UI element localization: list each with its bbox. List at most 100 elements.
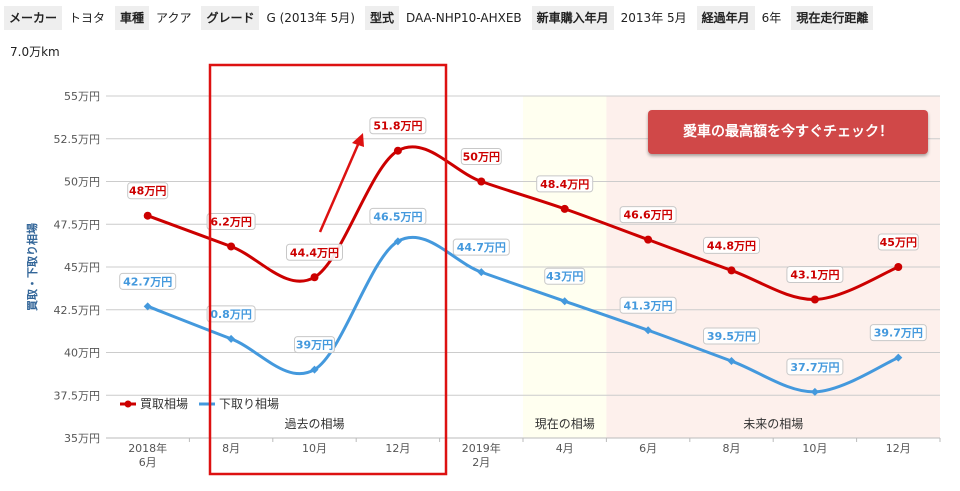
buy-price-label-box bbox=[286, 243, 343, 261]
y-tick-label: 47.5万円 bbox=[54, 218, 101, 231]
buy-price-label-box bbox=[786, 265, 844, 283]
purchase-value: 2013年 5月 bbox=[620, 11, 687, 25]
trade-in-price-label-box bbox=[869, 324, 927, 342]
maker-label: メーカー bbox=[4, 6, 63, 30]
trade-in-price-data-label: 46.5万円 bbox=[373, 210, 422, 223]
y-tick-label: 42.5万円 bbox=[54, 304, 101, 317]
past-highlight-box bbox=[208, 63, 448, 476]
buy-price-data-label: 43.1万円 bbox=[790, 268, 839, 281]
buy-price-point bbox=[143, 211, 152, 220]
buy-price-point bbox=[810, 295, 819, 304]
trade-in-price-label-box bbox=[619, 296, 677, 314]
trade-in-price-data-label: 39.7万円 bbox=[874, 327, 923, 340]
band-label-future: 未来の相場 bbox=[743, 417, 803, 431]
y-tick-label: 52.5万円 bbox=[54, 133, 101, 146]
trade-in-price-label-box bbox=[786, 358, 844, 376]
legend-buy-marker bbox=[124, 400, 132, 408]
buy-price-label-box bbox=[127, 182, 169, 200]
buy-price-line bbox=[147, 145, 899, 301]
x-tick-label: 12月 bbox=[385, 442, 410, 455]
trade-in-price-label-box bbox=[294, 336, 335, 354]
type-value: DAA-NHP10-AHXEB bbox=[405, 11, 522, 25]
y-tick-label: 55万円 bbox=[64, 90, 100, 103]
buy-price-data-label: 45万円 bbox=[880, 236, 917, 249]
buy-price-data-label: 44.8万円 bbox=[707, 239, 756, 252]
x-tick-label: 8月 bbox=[723, 442, 741, 455]
trade-in-price-data-label: 43万円 bbox=[546, 270, 583, 283]
trade-in-price-data-label: 39万円 bbox=[296, 339, 333, 352]
trade-in-price-point bbox=[310, 365, 319, 374]
trade-in-price-label-box bbox=[369, 207, 427, 225]
check-price-button[interactable]: 愛車の最高額を今すぐチェック！ bbox=[648, 110, 928, 154]
trade-in-price-point bbox=[143, 302, 152, 311]
buy-price-point bbox=[560, 204, 569, 213]
buy-price-label-box bbox=[619, 206, 677, 224]
purchase-label: 新車購入年月 bbox=[531, 6, 614, 30]
grade-value: G (2013年 5月) bbox=[266, 11, 355, 25]
trade-in-price-point bbox=[227, 334, 236, 343]
x-tick-label: 2月 bbox=[472, 456, 490, 469]
y-tick-label: 45万円 bbox=[64, 261, 100, 274]
buy-price-point bbox=[727, 266, 736, 275]
trade-in-price-point bbox=[477, 268, 486, 277]
buy-price-label-box bbox=[877, 233, 919, 251]
band-label-past: 過去の相場 bbox=[284, 417, 344, 431]
legend-trade-label: 下取り相場 bbox=[219, 397, 279, 411]
type-label: 型式 bbox=[364, 6, 399, 30]
mileage-label: 現在走行距離 bbox=[791, 6, 874, 30]
trade-in-price-point bbox=[644, 326, 653, 335]
trade-in-price-line bbox=[147, 235, 899, 394]
buy-price-point bbox=[894, 263, 903, 271]
trend-arrow-head bbox=[352, 133, 364, 147]
mileage-row: 7.0万km bbox=[0, 38, 960, 66]
age-label: 経過年月 bbox=[696, 6, 755, 30]
trend-arrow-shaft bbox=[318, 139, 362, 233]
buy-price-data-label: 48万円 bbox=[129, 185, 166, 198]
x-tick-label: 10月 bbox=[802, 442, 827, 455]
legend-buy-label: 買取相場 bbox=[140, 397, 188, 411]
y-tick-label: 40万円 bbox=[64, 347, 100, 360]
age-value: 6年 bbox=[761, 11, 782, 25]
buy-price-label-box bbox=[536, 175, 594, 193]
buy-price-data-label: 44.4万円 bbox=[290, 246, 339, 259]
x-tick-label: 6月 bbox=[139, 456, 157, 469]
grade-label: グレード bbox=[201, 6, 260, 30]
buy-price-point bbox=[477, 177, 486, 186]
trade-in-price-label-box bbox=[452, 238, 510, 256]
trade-in-price-point bbox=[810, 387, 819, 396]
maker-value: トヨタ bbox=[69, 11, 106, 25]
buy-price-label-box bbox=[703, 236, 760, 254]
y-tick-label: 50万円 bbox=[64, 176, 100, 189]
x-tick-label: 2019年 bbox=[462, 441, 501, 455]
buy-price-label-box bbox=[206, 212, 256, 230]
buy-price-data-label: 48.4万円 bbox=[540, 178, 589, 191]
model-value: アクア bbox=[156, 11, 192, 25]
trade-in-price-data-label: 39.5万円 bbox=[707, 330, 756, 343]
trade-in-price-label-box bbox=[703, 327, 760, 345]
x-tick-label: 8月 bbox=[222, 442, 240, 455]
trade-in-price-label-box bbox=[119, 272, 177, 290]
model-label: 車種 bbox=[115, 6, 150, 30]
buy-price-point bbox=[310, 273, 319, 282]
trade-in-price-data-label: 37.7万円 bbox=[790, 361, 839, 374]
buy-price-data-label: 46.6万円 bbox=[624, 209, 673, 222]
trade-in-price-point bbox=[560, 297, 569, 306]
x-tick-label: 2018年 bbox=[128, 441, 167, 455]
trade-in-price-point bbox=[894, 353, 903, 362]
trade-in-price-point bbox=[727, 357, 736, 366]
buy-price-data-label: 50万円 bbox=[463, 151, 500, 164]
x-tick-label: 6月 bbox=[639, 442, 657, 455]
buy-price-label-box bbox=[460, 148, 502, 165]
trade-in-price-label-box bbox=[544, 267, 586, 285]
buy-price-data-label: 6.2万円 bbox=[210, 215, 252, 228]
buy-price-point bbox=[227, 242, 236, 251]
y-axis-title: 買取・下取り相場 bbox=[25, 223, 39, 311]
buy-price-label-box bbox=[369, 117, 427, 135]
trade-in-price-data-label: 41.3万円 bbox=[624, 299, 673, 312]
y-tick-label: 35万円 bbox=[64, 432, 100, 445]
x-tick-label: 12月 bbox=[886, 442, 911, 455]
y-tick-label: 37.5万円 bbox=[54, 389, 101, 402]
buy-price-data-label: 51.8万円 bbox=[373, 120, 422, 133]
vehicle-info-bar: メーカー トヨタ 車種 アクア グレード G (2013年 5月) 型式 DAA-NHP10-… bbox=[0, 4, 960, 32]
